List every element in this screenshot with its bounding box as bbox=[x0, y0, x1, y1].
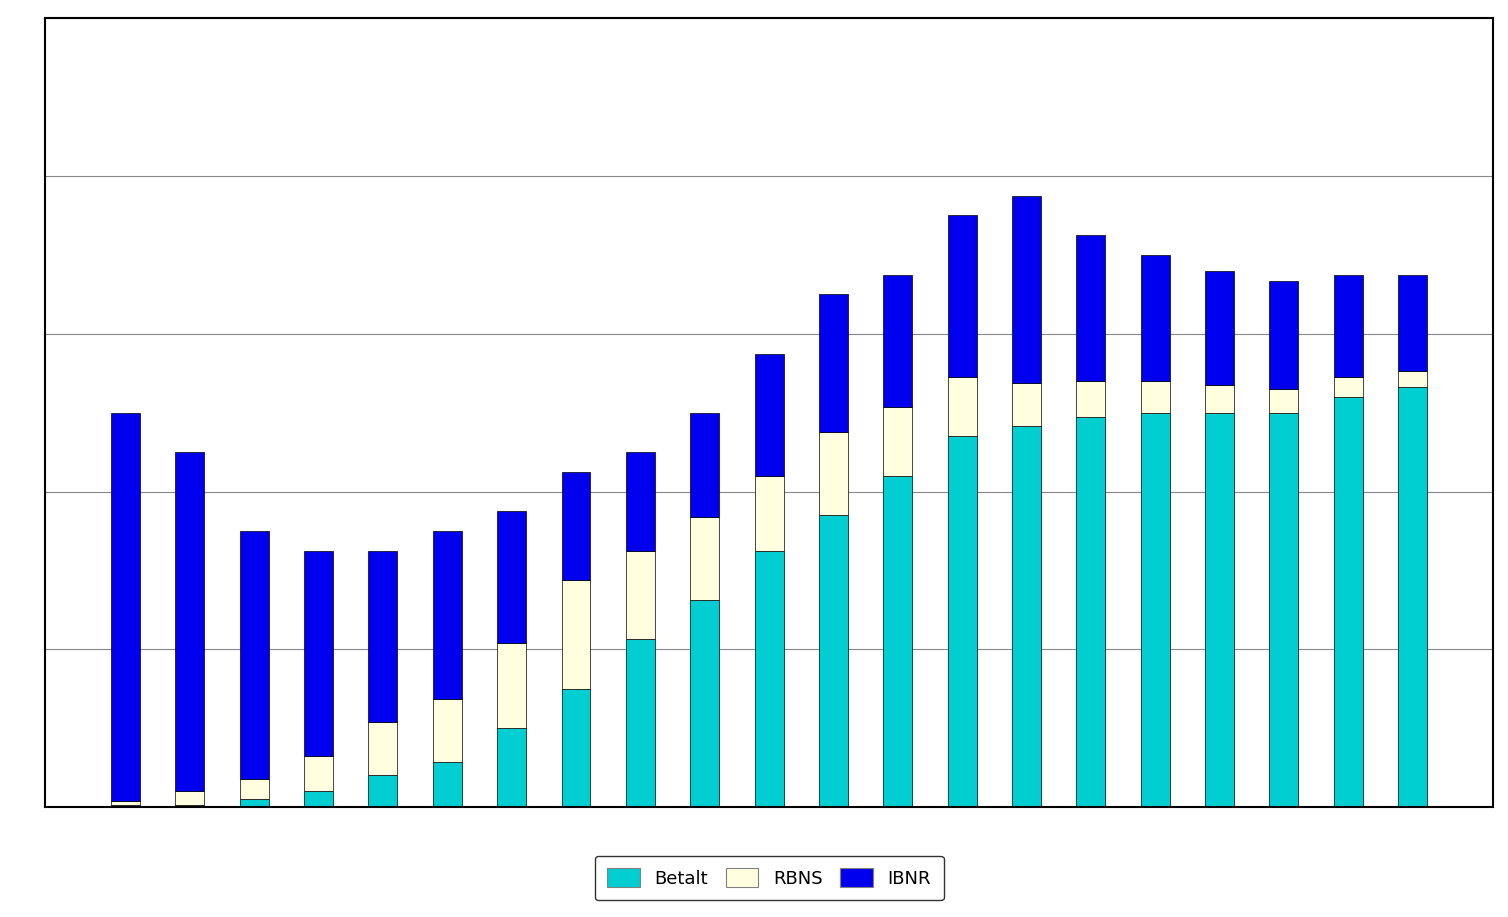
Bar bbox=[175, 452, 205, 791]
Bar bbox=[498, 728, 526, 807]
Bar bbox=[1205, 271, 1234, 385]
Bar bbox=[626, 639, 654, 807]
Bar bbox=[691, 413, 719, 517]
Bar bbox=[1398, 274, 1427, 371]
Bar bbox=[691, 600, 719, 807]
Bar bbox=[1333, 377, 1363, 397]
Bar bbox=[819, 294, 847, 432]
Bar bbox=[368, 723, 398, 776]
Bar bbox=[561, 471, 591, 580]
Bar bbox=[1205, 413, 1234, 807]
Bar bbox=[433, 762, 461, 807]
Bar bbox=[1077, 235, 1105, 381]
Bar bbox=[626, 452, 654, 550]
Bar bbox=[305, 756, 333, 791]
Bar bbox=[884, 407, 912, 476]
Bar bbox=[884, 274, 912, 407]
Bar bbox=[1398, 371, 1427, 387]
Bar bbox=[1140, 255, 1170, 381]
Bar bbox=[819, 515, 847, 807]
Bar bbox=[1077, 381, 1105, 416]
Bar bbox=[433, 699, 461, 762]
Bar bbox=[240, 531, 268, 779]
Bar bbox=[691, 517, 719, 600]
Bar bbox=[561, 580, 591, 689]
Bar bbox=[240, 799, 268, 807]
Bar bbox=[947, 377, 977, 436]
Bar bbox=[1333, 274, 1363, 377]
Bar bbox=[433, 531, 461, 699]
Bar bbox=[1270, 413, 1298, 807]
Bar bbox=[1333, 397, 1363, 807]
Bar bbox=[1140, 413, 1170, 807]
Bar bbox=[368, 550, 398, 723]
Bar bbox=[498, 511, 526, 644]
Bar bbox=[112, 413, 140, 801]
Bar bbox=[1398, 387, 1427, 807]
Bar bbox=[1270, 281, 1298, 389]
Bar bbox=[1205, 385, 1234, 413]
Bar bbox=[947, 215, 977, 377]
Bar bbox=[1012, 383, 1041, 426]
Bar bbox=[884, 476, 912, 807]
Bar bbox=[1012, 426, 1041, 807]
Bar bbox=[819, 432, 847, 515]
Bar bbox=[175, 791, 205, 805]
Bar bbox=[368, 776, 398, 807]
Bar bbox=[112, 801, 140, 805]
Bar bbox=[626, 550, 654, 639]
Bar bbox=[498, 644, 526, 728]
Bar bbox=[1077, 416, 1105, 807]
Bar bbox=[1012, 195, 1041, 383]
Bar bbox=[561, 689, 591, 807]
Bar bbox=[754, 476, 784, 550]
Bar bbox=[754, 353, 784, 476]
Bar bbox=[1140, 381, 1170, 413]
Legend: Betalt, RBNS, IBNR: Betalt, RBNS, IBNR bbox=[594, 856, 944, 900]
Bar bbox=[305, 550, 333, 756]
Bar bbox=[754, 550, 784, 807]
Bar bbox=[112, 805, 140, 807]
Bar bbox=[240, 779, 268, 799]
Bar bbox=[1270, 389, 1298, 413]
Bar bbox=[175, 805, 205, 807]
Bar bbox=[305, 791, 333, 807]
Bar bbox=[947, 436, 977, 807]
